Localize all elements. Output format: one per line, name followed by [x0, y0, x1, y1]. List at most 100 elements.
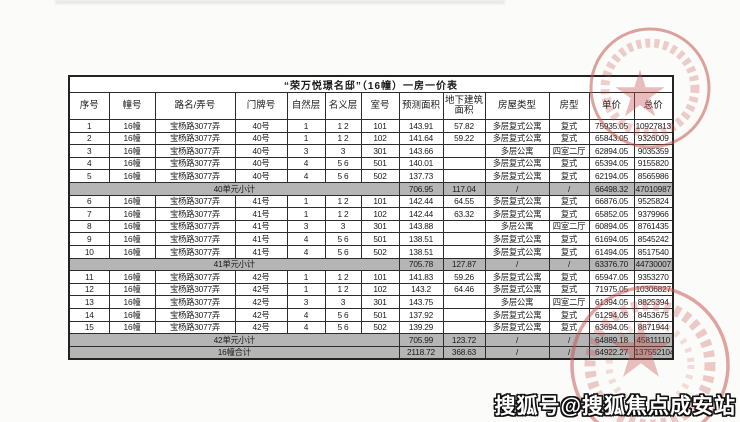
table-cell: 16幢: [108, 219, 156, 234]
table-cell: 117.04: [442, 181, 486, 196]
table-cell: 多层复式公寓: [484, 307, 550, 322]
table-cell: 宝杨路3077弄: [154, 320, 236, 335]
table-cell: 16幢: [108, 232, 156, 246]
table-cell: [442, 320, 486, 335]
table-cell: /: [548, 257, 590, 272]
table-cell: 1: [286, 119, 326, 133]
watermark-text: 搜狐号@搜狐焦点成安站: [494, 395, 736, 418]
table-cell: 8871944: [633, 320, 674, 335]
table-cell: 4: [286, 169, 326, 183]
table-cell: 1: [286, 194, 326, 209]
table-row: 12 16幢 宝杨路3077弄 42号 1 1 2 102 143.2 64.46 多层复式公寓复…: [68, 282, 674, 297]
table-cell: 62194.05: [588, 169, 635, 183]
table-cell: 9525824: [633, 194, 674, 209]
table-cell: 宝杨路3077弄: [154, 156, 236, 171]
table-cell: 宝杨路3077弄: [154, 119, 236, 133]
table-cell: 61494.05: [588, 244, 635, 259]
table-cell: 61394.05: [588, 295, 635, 309]
table-cell: 14: [68, 307, 110, 322]
table-cell: /: [548, 181, 590, 196]
table-cell: 41号: [234, 219, 288, 234]
table-cell: 多层复式公寓: [484, 169, 550, 183]
table-cell: 41号: [234, 207, 288, 221]
table-cell: 301: [360, 219, 400, 234]
table-cell: 1: [286, 270, 326, 284]
table-cell: 9035359: [633, 144, 674, 158]
table-cell: 137.92: [398, 307, 444, 322]
table-cell: 41号: [234, 244, 288, 259]
table-cell: 5 6: [324, 156, 362, 171]
table-cell: [442, 219, 486, 234]
table-cell: 复式: [548, 307, 590, 322]
table-cell: 63.32: [442, 207, 486, 221]
table-cell: 10: [68, 244, 110, 259]
table-cell: 复式: [548, 270, 590, 284]
table-cell: 16幢: [108, 144, 156, 158]
table-cell: 62894.05: [588, 144, 635, 158]
table-row: 8 16幢 宝杨路3077弄 41号 3 3 301 143.88 多层公寓 四室二厅 60894.…: [68, 219, 674, 234]
table-cell: 42号: [234, 320, 288, 335]
table-cell: [442, 232, 486, 246]
table-cell: 宝杨路3077弄: [154, 144, 236, 158]
table-cell: /: [548, 345, 590, 360]
table-cell: 42号: [234, 270, 288, 284]
table-cell: 41单元小计: [68, 257, 400, 272]
table-cell: 9326009: [633, 131, 674, 146]
table-cell: 多层复式公寓: [484, 244, 550, 259]
table-cell: 71975.05: [588, 282, 635, 297]
table-cell: 宝杨路3077弄: [154, 244, 236, 259]
table-cell: 15: [68, 320, 110, 335]
table-cell: 宝杨路3077弄: [154, 232, 236, 246]
column-header: 单价: [588, 92, 635, 120]
table-cell: 8545242: [633, 232, 674, 246]
table-cell: 42号: [234, 295, 288, 309]
price-table: “荣万悦璟名邸”（16幢）一房一价表 序号 幢号 路名/弄号 门牌号 自然层 名义层 室号预…: [68, 75, 675, 361]
table-cell: 5 6: [324, 320, 362, 335]
table-cell: 8761435: [633, 219, 674, 234]
summary-row: 16幢合计 2118.72 368.63//64922.27 137552104: [68, 345, 674, 360]
table-cell: 40单元小计: [68, 181, 400, 196]
table-cell: 16幢: [108, 194, 156, 209]
table-cell: 9: [68, 232, 110, 246]
column-header: 地下建筑面积: [442, 92, 486, 120]
table-cell: 65852.05: [588, 207, 635, 221]
table-row: 13 16幢 宝杨路3077弄 42号 3 3 301 143.75 多层公寓 四室二厅 61394…: [68, 295, 674, 309]
table-cell: 宝杨路3077弄: [154, 295, 236, 309]
table-cell: 宝杨路3077弄: [154, 307, 236, 322]
table-cell: /: [548, 333, 590, 347]
table-cell: 1: [286, 207, 326, 221]
table-cell: 102: [360, 282, 400, 297]
table-row: 14 16幢 宝杨路3077弄 42号 4 5 6 501 137.92 多层复式公寓 复式 612…: [68, 307, 674, 322]
table-cell: 40号: [234, 144, 288, 158]
table-cell: 多层复式公寓: [484, 156, 550, 171]
table-cell: 4: [286, 320, 326, 335]
table-cell: 66876.05: [588, 194, 635, 209]
table-cell: 63694.05: [588, 320, 635, 335]
table-cell: 宝杨路3077弄: [154, 194, 236, 209]
table-row: 11 16幢 宝杨路3077弄 42号 1 1 2 101 141.83 59.26 多层复式公寓…: [68, 270, 674, 284]
table-cell: 502: [360, 244, 400, 259]
table-cell: 705.99: [398, 333, 444, 347]
table-cell: 4: [68, 156, 110, 171]
table-cell: 宝杨路3077弄: [154, 270, 236, 284]
table-cell: 61694.05: [588, 232, 635, 246]
table-cell: 706.95: [398, 181, 444, 196]
table-cell: 10306827: [633, 282, 674, 297]
table-cell: 4: [286, 156, 326, 171]
table-cell: 多层复式公寓: [484, 131, 550, 146]
table-cell: 9379966: [633, 207, 674, 221]
table-cell: 8565986: [633, 169, 674, 183]
table-row: 1 16幢 宝杨路3077弄 40号 1 1 2 101 143.91 57.82 多层复式公寓复…: [68, 119, 674, 133]
table-cell: 16幢: [108, 320, 156, 335]
table-cell: 1 2: [324, 119, 362, 133]
table-cell: 四室二厅: [548, 295, 590, 309]
table-cell: 3: [286, 295, 326, 309]
table-cell: 44730007: [633, 257, 674, 272]
table-cell: 宝杨路3077弄: [154, 207, 236, 221]
table-header-row: 序号 幢号 路名/弄号 门牌号 自然层 名义层 室号 预测面积 地下建筑面积 房屋类型 房型 单价 总价: [68, 92, 674, 120]
summary-row: 40单元小计 706.95 117.04//66498.32 47010987: [68, 181, 674, 196]
table-title: “荣万悦璟名邸”（16幢）一房一价表: [68, 75, 674, 93]
table-cell: 65843.05: [588, 131, 635, 146]
table-cell: 12: [68, 282, 110, 297]
